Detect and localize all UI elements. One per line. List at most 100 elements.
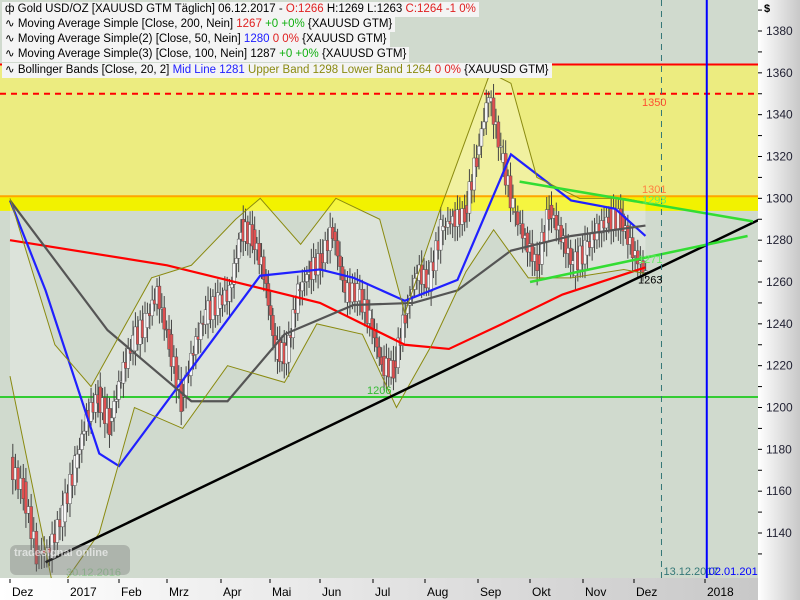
time-tick-label: Mrz xyxy=(169,585,189,599)
candle xyxy=(496,115,501,161)
candle xyxy=(564,223,568,269)
candle xyxy=(82,421,86,446)
candle xyxy=(77,437,82,469)
candle-body xyxy=(93,394,98,413)
candle-body xyxy=(462,208,467,223)
candle-body xyxy=(121,362,126,384)
candle-body xyxy=(323,240,327,264)
candle-body xyxy=(499,145,503,148)
candle-body xyxy=(477,145,481,156)
price-tick-label: 1340 xyxy=(766,108,793,122)
candle xyxy=(554,202,559,242)
time-tick-label: Jul xyxy=(375,585,390,599)
time-tick-label: 2017 xyxy=(70,585,97,599)
candle xyxy=(434,232,438,286)
price-tick-label: 1180 xyxy=(766,442,792,456)
candle-body xyxy=(300,281,305,292)
candle-body xyxy=(335,240,340,257)
candle xyxy=(467,169,472,222)
ma100-legend[interactable]: ∿ Moving Average Simple(3) [Close, 100, … xyxy=(2,47,410,62)
price-tick-label: 1300 xyxy=(766,191,793,205)
time-tick-label: 2018 xyxy=(707,585,734,599)
candle xyxy=(323,231,327,272)
candle-body xyxy=(82,430,86,435)
candle-body xyxy=(559,225,563,242)
trendline xyxy=(45,218,758,564)
candle-body xyxy=(287,335,291,363)
ma50-line xyxy=(8,152,647,468)
price-tick-label: 1360 xyxy=(766,66,793,80)
bollinger-fill xyxy=(10,72,646,578)
price-tick-label: 1160 xyxy=(766,484,792,498)
candle-body xyxy=(169,334,174,367)
candle-body xyxy=(328,227,332,251)
ma50-label: Moving Average Simple(2) [Close, 50, Nei… xyxy=(17,33,241,45)
candle-body xyxy=(227,285,232,302)
candle-body xyxy=(585,241,590,256)
candle xyxy=(643,260,648,280)
currency-unit: $ xyxy=(764,3,770,15)
candle xyxy=(55,511,60,550)
open-value: O:1266 xyxy=(285,3,324,15)
candle xyxy=(462,194,467,232)
time-tick-label: Okt xyxy=(532,585,551,599)
resistance-zone xyxy=(0,64,758,203)
time-tick-label: Apr xyxy=(223,585,242,599)
candle xyxy=(621,199,625,246)
candle-body xyxy=(333,231,337,241)
candle xyxy=(335,228,340,271)
candle-body xyxy=(530,243,535,262)
label-30-12-2016: 30.12.2016 xyxy=(66,567,121,579)
ma100-value: 1287 xyxy=(250,48,276,60)
ma200-source: {XAUUSD GTM} xyxy=(307,18,393,30)
candle-body xyxy=(375,337,379,348)
low-value: L:1263 xyxy=(367,3,403,15)
candle xyxy=(549,191,554,233)
candle-body xyxy=(75,453,79,469)
candle-body xyxy=(549,204,554,219)
ma50-legend[interactable]: ∿ Moving Average Simple(2) [Close, 50, N… xyxy=(2,32,390,47)
candle-body xyxy=(198,322,203,340)
time-tick-label: Dez xyxy=(636,585,657,599)
candle xyxy=(114,384,119,414)
candle-body xyxy=(516,211,520,226)
bollinger-mid: Mid Line 1281 xyxy=(172,64,245,76)
candle xyxy=(491,83,496,139)
price-tick-label: 1280 xyxy=(766,233,793,247)
watermark-logo: tradesignal online xyxy=(10,545,130,575)
candle xyxy=(112,390,116,432)
close-value: C:1264 -1 0% xyxy=(405,3,476,15)
candle xyxy=(257,229,261,275)
time-tick-label: Aug xyxy=(427,585,448,599)
candle xyxy=(484,89,489,135)
candle xyxy=(145,302,150,343)
candle-body xyxy=(257,243,261,265)
candle xyxy=(236,232,241,273)
bollinger-lower: Lower Band 1264 xyxy=(341,64,432,76)
candle-body xyxy=(338,255,342,267)
candle-body xyxy=(635,250,640,265)
candle xyxy=(252,216,257,265)
ma50-source: {XAUUSD GTM} xyxy=(302,33,387,45)
candle-body xyxy=(232,263,236,285)
wave-icon: ∿ xyxy=(5,18,15,30)
candle xyxy=(291,297,296,350)
ma200-legend[interactable]: ∿ Moving Average Simple [Close, 200, Nei… xyxy=(2,17,396,32)
label-1298: 1298 xyxy=(642,195,666,207)
symbol-icon: ф xyxy=(5,3,18,15)
candle-body xyxy=(467,181,472,214)
candle xyxy=(479,121,484,158)
candle-body xyxy=(377,346,382,358)
candle-body xyxy=(271,315,275,336)
price-tick-label: 1380 xyxy=(766,24,793,38)
candle xyxy=(24,467,28,528)
candle-body xyxy=(77,449,82,455)
ma100-source: {XAUUSD GTM} xyxy=(321,48,407,60)
price-tick-label: 1320 xyxy=(766,150,793,164)
candle xyxy=(162,296,166,341)
price-tick-label: 1140 xyxy=(766,526,792,540)
ma100-change: +0 +0% xyxy=(279,48,319,60)
bollinger-legend[interactable]: ∿ Bollinger Bands [Close, 20, 2] Mid Lin… xyxy=(2,63,552,78)
candle-body xyxy=(472,157,476,191)
